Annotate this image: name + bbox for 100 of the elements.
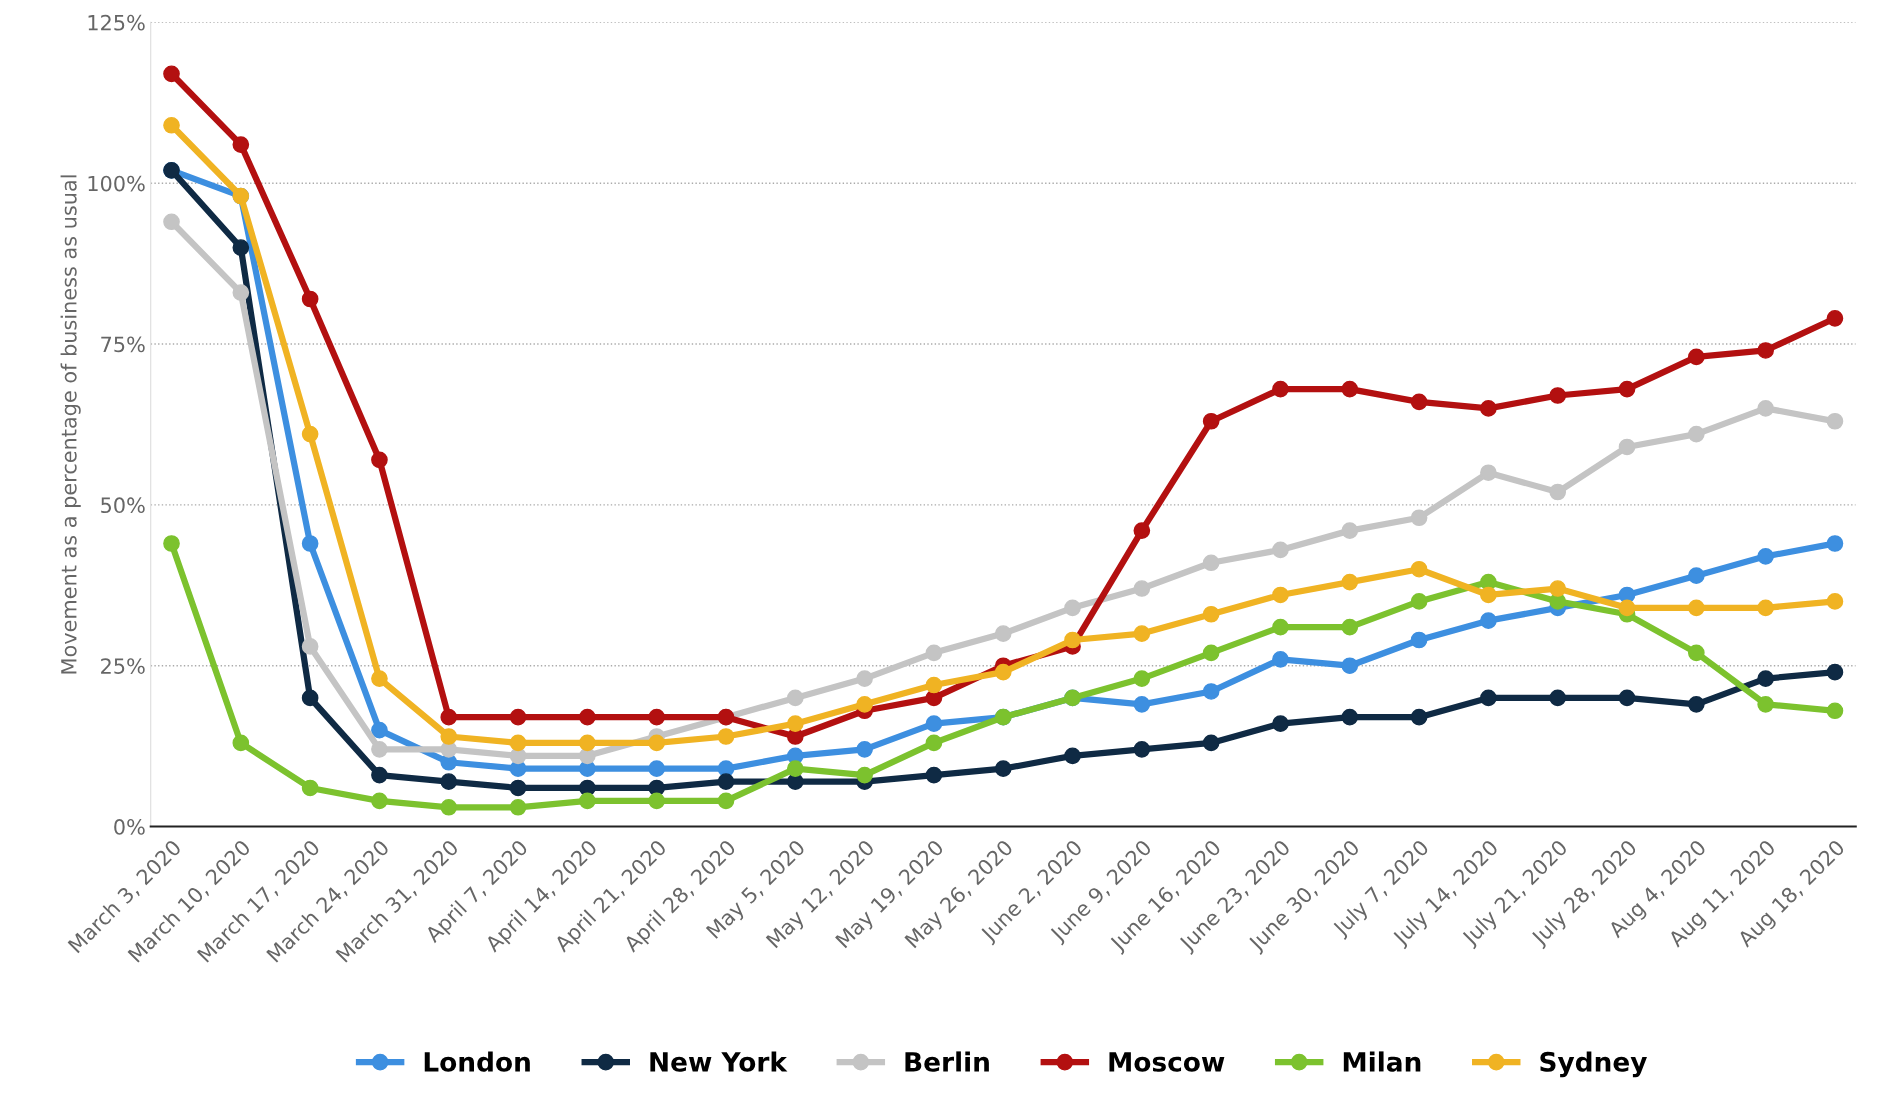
point (1480, 586, 1497, 604)
point (371, 792, 388, 810)
point (925, 644, 943, 662)
point (648, 760, 666, 778)
point (1480, 689, 1497, 707)
point (786, 715, 804, 732)
point (1757, 670, 1774, 687)
point (371, 741, 388, 758)
point (509, 734, 527, 752)
point (1757, 342, 1774, 359)
point (1272, 380, 1289, 398)
y-tick-label: 75% (101, 336, 145, 353)
point (1410, 509, 1428, 527)
point (1341, 708, 1359, 726)
y-tick-label: 100% (88, 175, 145, 192)
point (1410, 393, 1428, 411)
point (1202, 644, 1220, 662)
point (1687, 348, 1705, 366)
point (163, 535, 180, 552)
y-tick-label: 125% (88, 14, 145, 31)
point (1757, 599, 1774, 617)
point (301, 638, 319, 655)
point (371, 451, 388, 469)
y-tick-label: 25% (101, 658, 145, 674)
legend-label: Moscow (1109, 1052, 1225, 1072)
point (301, 290, 319, 308)
point (509, 779, 527, 797)
point (717, 792, 735, 810)
point (1272, 715, 1289, 732)
point (1480, 612, 1497, 630)
point (1549, 580, 1567, 597)
point (1480, 464, 1497, 482)
point (1272, 541, 1289, 559)
point (1826, 702, 1844, 720)
point (1202, 683, 1220, 700)
point (1549, 387, 1567, 404)
point (1133, 696, 1151, 713)
point (371, 766, 388, 784)
point (925, 715, 943, 732)
point (717, 728, 735, 745)
point (371, 670, 388, 687)
point (1341, 380, 1359, 398)
point (301, 689, 319, 707)
point (925, 676, 943, 694)
point (1272, 618, 1289, 636)
point (1133, 670, 1151, 687)
point (1410, 560, 1428, 578)
point (1410, 593, 1428, 610)
point (1687, 696, 1705, 713)
point (925, 766, 943, 784)
point (1410, 631, 1428, 649)
point (1757, 548, 1774, 565)
point (1826, 309, 1844, 327)
point (301, 535, 319, 552)
point (717, 773, 735, 790)
point (1826, 593, 1844, 610)
point (163, 213, 180, 231)
point (1272, 650, 1289, 668)
point (648, 708, 666, 726)
point (1272, 586, 1289, 604)
point (1064, 747, 1081, 765)
point (232, 284, 250, 301)
point (1341, 657, 1359, 675)
point (509, 798, 527, 816)
point (1133, 741, 1151, 758)
point (1202, 734, 1220, 752)
legend-label: Berlin (905, 1051, 989, 1072)
point (1341, 522, 1359, 539)
point (1341, 573, 1359, 591)
point (856, 696, 873, 713)
point (1687, 425, 1705, 443)
point (1618, 599, 1636, 617)
point (648, 792, 666, 810)
point (856, 766, 873, 784)
point (1826, 412, 1844, 430)
point (1410, 708, 1428, 726)
point (1826, 535, 1844, 552)
point (994, 760, 1012, 778)
legend-label: London (424, 1051, 530, 1072)
point (786, 760, 804, 778)
point (440, 798, 458, 816)
point (1341, 618, 1359, 636)
point (1687, 567, 1705, 584)
point (1687, 644, 1705, 662)
point (1549, 483, 1567, 501)
point (1549, 689, 1567, 707)
y-axis-title: Movement as a percentage of business as usual (60, 175, 81, 674)
point (232, 136, 250, 153)
point (163, 65, 180, 83)
point (579, 792, 596, 810)
point (994, 625, 1012, 642)
point (786, 689, 804, 707)
point (648, 734, 666, 752)
point (1618, 380, 1636, 398)
point (1133, 522, 1151, 539)
point (1618, 438, 1636, 456)
point (509, 708, 527, 726)
point (1064, 631, 1081, 649)
y-tick-label: 0% (114, 819, 145, 835)
point (440, 728, 458, 745)
